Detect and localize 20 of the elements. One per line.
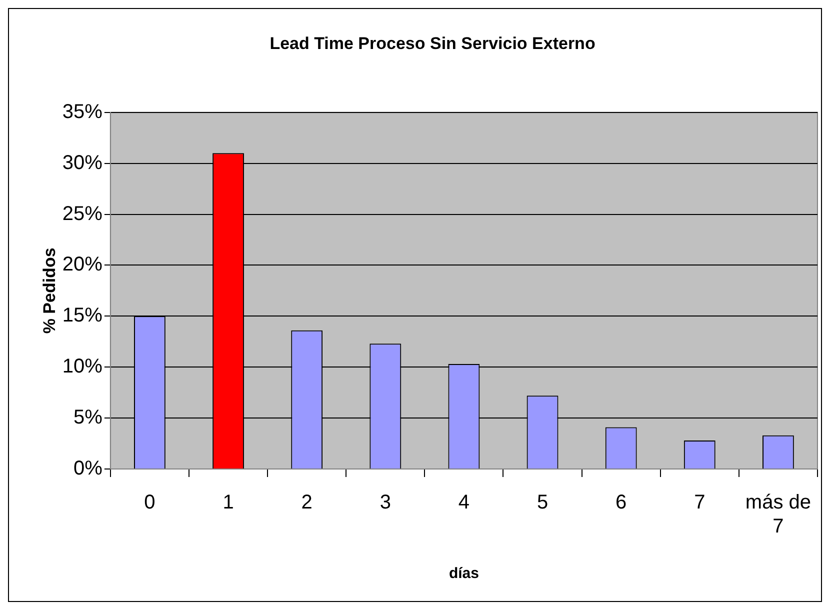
x-tick-label: 7 — [694, 492, 706, 514]
y-tick-label: 15% — [62, 304, 103, 327]
x-tick-label: 4 — [458, 492, 470, 514]
x-tick-label: 6 — [616, 492, 627, 514]
x-tick-label: 5 — [536, 492, 548, 514]
y-tick-label: 35% — [62, 100, 103, 123]
y-axis-title: % Pedidos — [40, 248, 59, 334]
y-tick-label: 5% — [74, 406, 103, 429]
y-tick-label: 10% — [62, 356, 103, 378]
x-tick-label: más de 7 — [745, 492, 812, 538]
chart-title: Lead Time Proceso Sin Servicio Externo — [270, 34, 596, 53]
x-tick-label: 1 — [222, 492, 234, 514]
y-tick-label: 0% — [74, 458, 103, 480]
y-tick-label: 25% — [62, 202, 103, 225]
y-tick-label: 20% — [62, 254, 103, 276]
x-tick-label: 0 — [144, 492, 156, 514]
y-tick-label: 30% — [62, 152, 103, 174]
x-tick-label: 2 — [301, 492, 312, 514]
x-axis-title: días — [448, 565, 479, 582]
x-tick-label: 3 — [380, 492, 391, 514]
